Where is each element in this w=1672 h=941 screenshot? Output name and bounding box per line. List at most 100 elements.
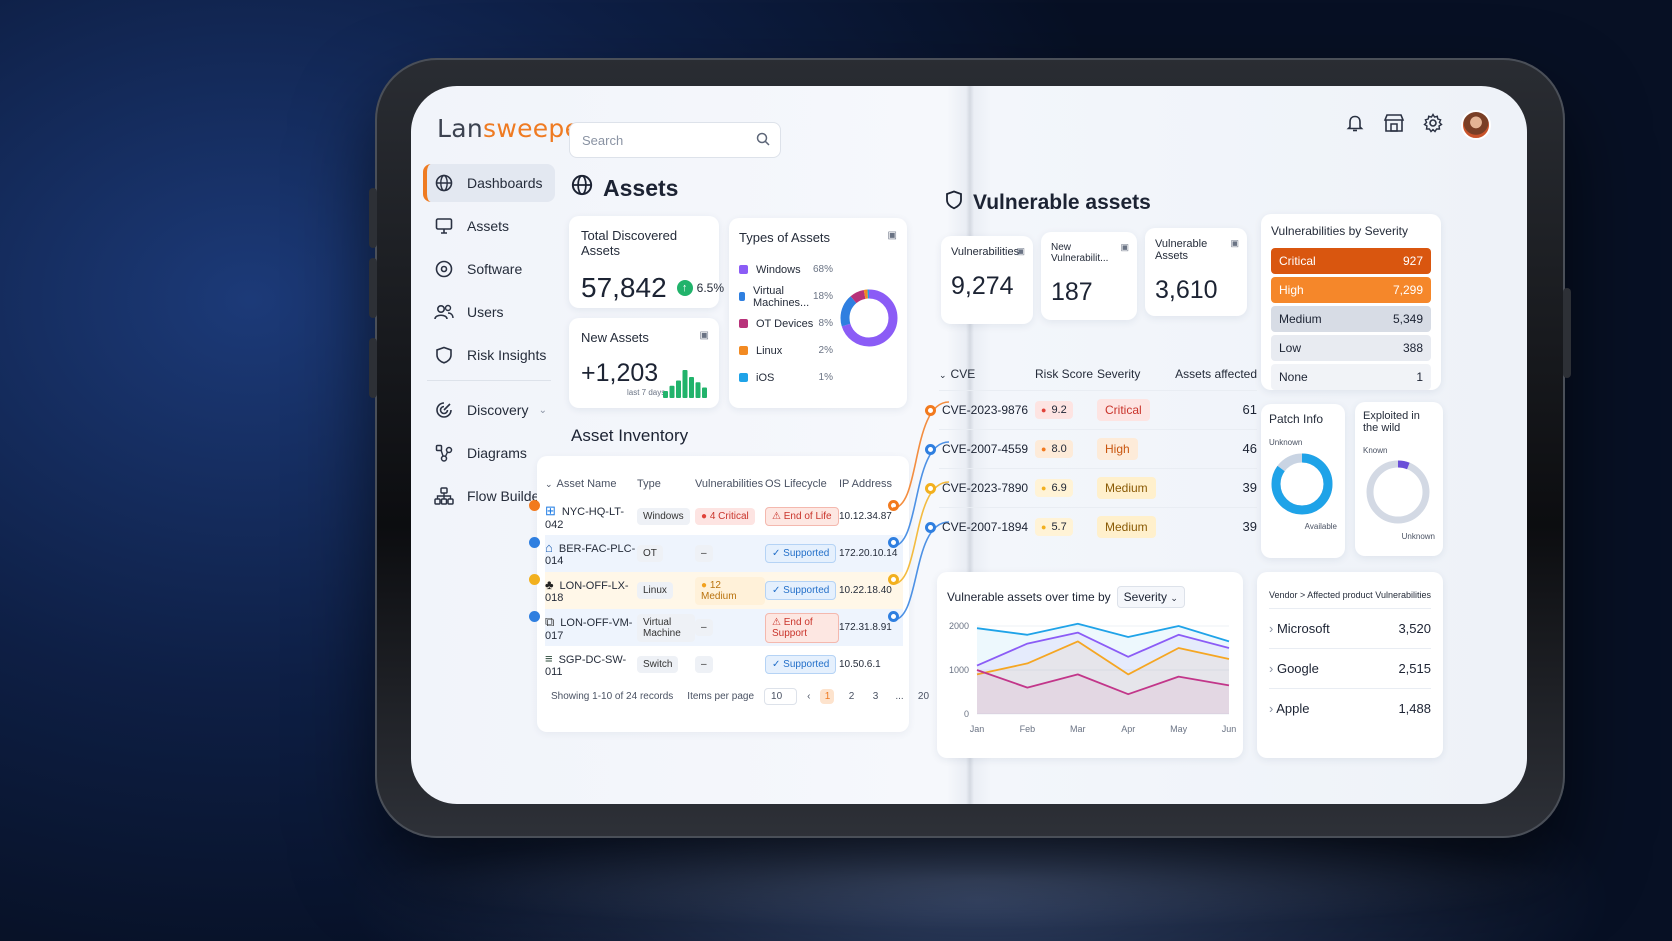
severity-row[interactable]: Medium 5,349 bbox=[1271, 306, 1431, 332]
donut-label-top: Known bbox=[1363, 446, 1388, 455]
vendors-card[interactable]: Vendor > Affected product Vulnerabilitie… bbox=[1257, 572, 1443, 758]
vendor-row[interactable]: › Apple 1,488 bbox=[1269, 688, 1431, 728]
page-link[interactable]: 3 bbox=[872, 691, 879, 702]
severity-dropdown[interactable]: Severity ⌄ bbox=[1116, 586, 1185, 608]
cell-asset-name[interactable]: ≡ SGP-DC-SW-011 bbox=[545, 646, 637, 683]
vulnerability-badge[interactable]: – bbox=[695, 619, 713, 636]
exploited-card[interactable]: Exploited in the wild Known Unknown bbox=[1355, 402, 1443, 556]
table-row[interactable]: CVE-2023-7890 ● 6.9 Medium 39 bbox=[925, 467, 1257, 507]
sidebar-item-assets[interactable]: Assets bbox=[423, 207, 555, 245]
export-icon[interactable]: ▣ bbox=[1016, 246, 1025, 256]
vendor-row[interactable]: › Microsoft 3,520 bbox=[1269, 608, 1431, 648]
sidebar-item-dashboards[interactable]: Dashboards bbox=[423, 164, 555, 202]
chevron-right-icon[interactable]: › bbox=[1269, 621, 1277, 636]
cell-asset-name[interactable]: ⌂ BER-FAC-PLC-014 bbox=[545, 535, 637, 572]
badge-text: Supported bbox=[783, 585, 830, 596]
page-ellipsis: ... bbox=[895, 691, 904, 702]
kpi-value: 9,274 bbox=[951, 272, 1014, 300]
factory-icon: ⌂ bbox=[545, 540, 553, 555]
records-count: Showing 1-10 of 24 records bbox=[551, 691, 674, 702]
table-row[interactable]: ⌂ BER-FAC-PLC-014 OT – ✓ Supported 172.20.10.… bbox=[545, 535, 903, 572]
chevron-right-icon[interactable]: › bbox=[1269, 701, 1277, 716]
cell-cve[interactable]: CVE-2007-1894 bbox=[925, 506, 1035, 546]
export-icon[interactable]: ▣ bbox=[1230, 238, 1239, 248]
kpi-vulnerabilities[interactable]: Vulnerabilities ▣ 9,274 bbox=[941, 236, 1033, 324]
severity-row[interactable]: High 7,299 bbox=[1271, 277, 1431, 303]
new-assets-card[interactable]: New Assets ▣ +1,203 last 7 days bbox=[569, 318, 719, 408]
patch-info-card[interactable]: Patch Info Unknown Available bbox=[1261, 404, 1345, 558]
sidebar-item-users[interactable]: Users bbox=[423, 293, 555, 331]
vendor-row[interactable]: › Google 2,515 bbox=[1269, 648, 1431, 688]
col-vulnerabilities[interactable]: Vulnerabilities bbox=[695, 478, 764, 490]
gear-icon[interactable] bbox=[1423, 112, 1443, 138]
prev-page-icon[interactable]: ‹ bbox=[807, 691, 811, 702]
col-type[interactable]: Type bbox=[637, 478, 661, 490]
kpi-vulnerable-assets[interactable]: Vulnerable Assets ▣ 3,610 bbox=[1145, 228, 1247, 316]
col-risk-score[interactable]: Risk Score bbox=[1035, 366, 1094, 381]
sidebar-item-diagrams[interactable]: Diagrams bbox=[423, 434, 555, 472]
table-row[interactable]: CVE-2007-4559 ● 8.0 High 46 bbox=[925, 428, 1257, 468]
sidebar-item-risk-insights[interactable]: Risk Insights bbox=[423, 336, 555, 374]
table-row[interactable]: ♣ LON-OFF-LX-018 Linux ● 12 Medium ✓ Support… bbox=[545, 572, 903, 609]
export-icon[interactable]: ▣ bbox=[887, 230, 897, 241]
kpi-label: Vulnerable Assets bbox=[1155, 238, 1208, 262]
cell-asset-name[interactable]: ⊞ NYC-HQ-LT-042 bbox=[545, 498, 637, 535]
bell-icon[interactable] bbox=[1345, 113, 1365, 138]
export-icon[interactable]: ▣ bbox=[699, 330, 709, 341]
sidebar-item-software[interactable]: Software bbox=[423, 250, 555, 288]
total-assets-card[interactable]: Total Discovered Assets 57,842 ↑ 6.5% bbox=[569, 216, 724, 308]
col-assets-affected[interactable]: Assets affected bbox=[1175, 366, 1257, 381]
export-icon[interactable]: ▣ bbox=[1120, 242, 1129, 252]
table-row[interactable]: CVE-2007-1894 ● 5.7 Medium 39 bbox=[925, 506, 1257, 546]
table-row[interactable]: ≡ SGP-DC-SW-011 Switch – ✓ Supported 10.50.6.… bbox=[545, 646, 903, 683]
col-os-lifecycle[interactable]: OS Lifecycle bbox=[765, 478, 827, 490]
sidebar-item-flow-builder[interactable]: Flow Builder bbox=[423, 477, 555, 515]
score-value: 5.7 bbox=[1051, 520, 1067, 533]
avatar[interactable] bbox=[1461, 110, 1491, 140]
store-icon[interactable] bbox=[1383, 113, 1405, 138]
spark-bar bbox=[695, 382, 701, 398]
vulnerability-badge[interactable]: – bbox=[695, 656, 713, 673]
severity-row[interactable]: Low 388 bbox=[1271, 335, 1431, 361]
asset-types-card[interactable]: Types of Assets ▣ Windows 68% Virtual Mac… bbox=[729, 218, 907, 408]
table-row[interactable]: CVE-2023-9876 ● 9.2 Critical 61 bbox=[925, 389, 1257, 429]
cell-cve[interactable]: CVE-2007-4559 bbox=[925, 428, 1035, 468]
chevron-right-icon[interactable]: › bbox=[1269, 661, 1277, 676]
chevron-down-icon[interactable]: ⌄ bbox=[538, 404, 547, 416]
cell-cve[interactable]: CVE-2023-7890 bbox=[925, 467, 1035, 507]
per-page-select[interactable]: 10 bbox=[764, 688, 798, 705]
col-cve[interactable]: ⌄ CVE bbox=[939, 358, 1035, 390]
table-row[interactable]: ⊞ NYC-HQ-LT-042 Windows ● 4 Critical ⚠ End o… bbox=[545, 498, 903, 535]
col-vendor[interactable]: Vendor > Affected product bbox=[1269, 590, 1373, 600]
cell-assets-affected: 39 bbox=[1163, 506, 1257, 546]
kpi-new-vulnerabilities[interactable]: New Vulnerabilit... ▣ 187 bbox=[1041, 232, 1137, 320]
donut-track bbox=[1366, 460, 1430, 524]
search-icon[interactable] bbox=[756, 132, 770, 149]
sidebar-item-label: Flow Builder bbox=[467, 488, 545, 504]
col-ip-address[interactable]: IP Address bbox=[839, 478, 892, 490]
severity-name: None bbox=[1279, 370, 1308, 384]
over-time-card[interactable]: Vulnerable assets over time by Severity … bbox=[937, 572, 1243, 758]
lansweeper-logo[interactable]: Lansweeper bbox=[437, 114, 591, 143]
severity-card[interactable]: Vulnerabilities by Severity Critical 927 H… bbox=[1261, 214, 1441, 390]
col-severity[interactable]: Severity bbox=[1097, 366, 1141, 381]
sidebar-item-label: Assets bbox=[467, 218, 510, 234]
page-link[interactable]: 2 bbox=[848, 691, 855, 702]
severity-row[interactable]: None 1 bbox=[1271, 364, 1431, 390]
vulnerability-badge[interactable]: ● 12 Medium bbox=[695, 576, 765, 605]
severity-row[interactable]: Critical 927 bbox=[1271, 248, 1431, 274]
cell-cve[interactable]: CVE-2023-9876 bbox=[925, 389, 1035, 429]
col-asset-name[interactable]: ⌄ Asset Name bbox=[545, 470, 637, 498]
over-time-header: Vulnerable assets over time by Severity … bbox=[947, 586, 1185, 608]
table-row[interactable]: ⧉ LON-OFF-VM-017 Virtual Machine – ⚠ End of … bbox=[545, 609, 903, 646]
sidebar-item-discovery[interactable]: Discovery ⌄ bbox=[423, 391, 555, 429]
cell-asset-name[interactable]: ♣ LON-OFF-LX-018 bbox=[545, 572, 637, 609]
cell-asset-name[interactable]: ⧉ LON-OFF-VM-017 bbox=[545, 609, 637, 646]
page-link[interactable]: 1 bbox=[820, 689, 835, 704]
page-link[interactable]: 20 bbox=[917, 691, 930, 702]
col-vendor-vulnerabilities[interactable]: Vulnerabilities bbox=[1375, 590, 1431, 600]
search-input[interactable]: Search bbox=[569, 122, 781, 158]
vulnerability-badge[interactable]: – bbox=[695, 545, 713, 562]
vulnerability-badge[interactable]: ● 4 Critical bbox=[695, 508, 755, 525]
